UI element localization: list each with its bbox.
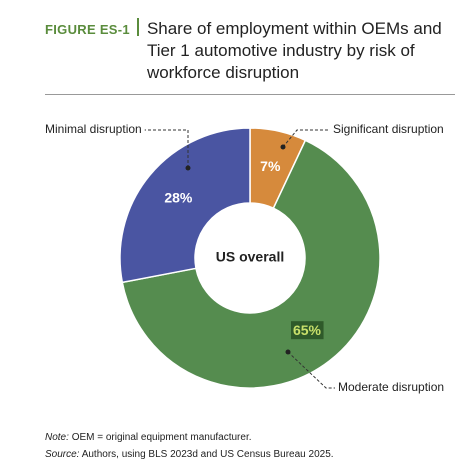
category-label: Minimal disruption: [45, 122, 142, 136]
category-label: Significant disruption: [333, 122, 444, 136]
header: FIGURE ES-1 Share of employment within O…: [45, 18, 447, 84]
source-label: Source:: [45, 449, 80, 460]
source-text: Authors, using BLS 2023d and US Census B…: [81, 449, 334, 460]
chart-title: Share of employment within OEMs and Tier…: [146, 19, 442, 82]
center-label: US overall: [216, 249, 284, 265]
figure-label: FIGURE ES-1: [45, 18, 139, 37]
source: Source: Authors, using BLS 2023d and US …: [45, 446, 334, 463]
footnotes: Note: OEM = original equipment manufactu…: [45, 429, 334, 463]
divider: [45, 94, 455, 95]
note-label: Note:: [45, 432, 69, 443]
label-highlight: [290, 321, 324, 340]
value-label: 7%: [260, 158, 281, 174]
donut-segment: [119, 127, 251, 284]
leader-line: [282, 129, 330, 148]
note-text: OEM = original equipment manufacturer.: [71, 432, 252, 443]
category-label: Moderate disruption: [338, 380, 444, 394]
value-label: 28%: [164, 189, 193, 205]
value-label: 65%: [293, 322, 322, 338]
leader-line: [144, 129, 189, 168]
leader-line: [287, 351, 335, 389]
leader-dot: [185, 165, 191, 171]
leader-dot: [280, 144, 286, 150]
leader-dot: [285, 349, 291, 355]
note: Note: OEM = original equipment manufactu…: [45, 429, 334, 446]
